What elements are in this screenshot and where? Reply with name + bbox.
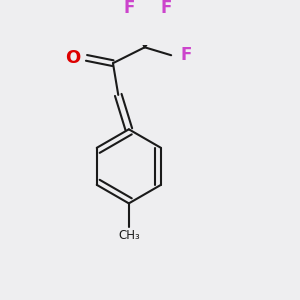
Text: F: F (160, 0, 172, 17)
Text: F: F (180, 46, 192, 64)
Text: O: O (64, 49, 80, 67)
Text: CH₃: CH₃ (118, 229, 140, 242)
Text: F: F (123, 0, 134, 17)
